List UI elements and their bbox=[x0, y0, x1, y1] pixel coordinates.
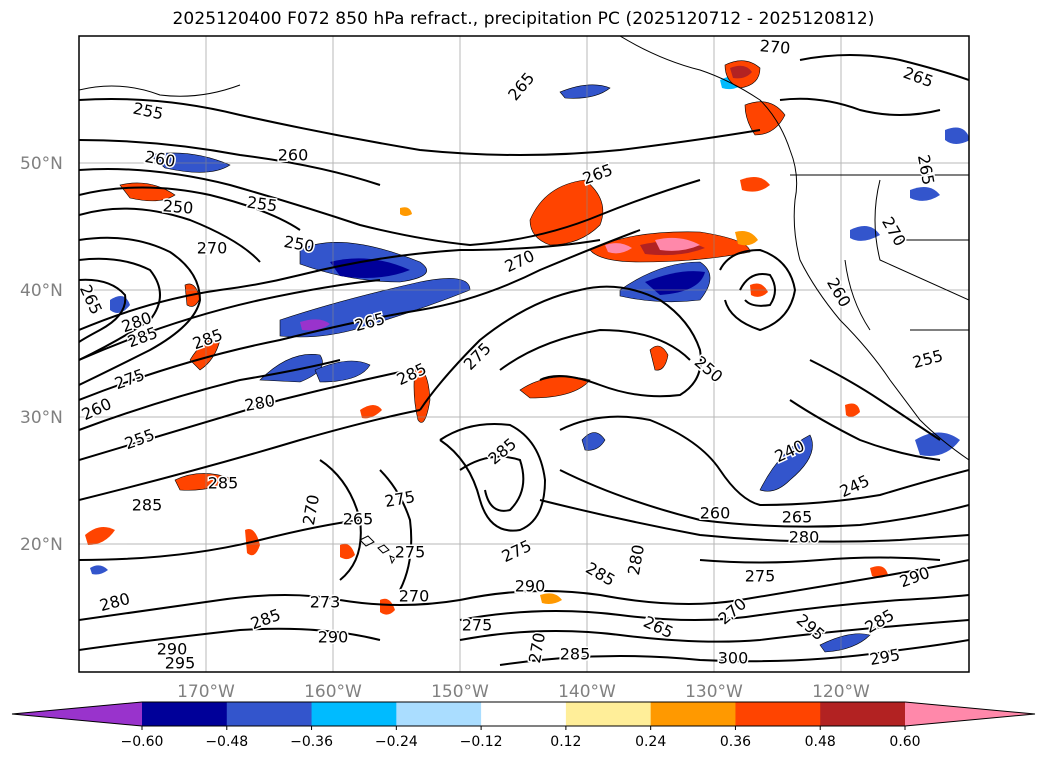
contour-label: 265 bbox=[343, 510, 374, 529]
colorbar-segment bbox=[650, 702, 736, 726]
colorbar-segment bbox=[226, 702, 313, 726]
colorbar-segment bbox=[735, 702, 821, 726]
contour-label: 270 bbox=[759, 36, 791, 58]
contour-label: 285 bbox=[208, 474, 239, 493]
lat-label-20n: 20°N bbox=[20, 535, 63, 555]
colorbar-segment bbox=[142, 702, 228, 726]
lon-label-140w: 140°W bbox=[558, 682, 616, 702]
colorbar-label: 0.12 bbox=[550, 734, 581, 750]
colorbar-segment bbox=[396, 702, 482, 726]
contour-label: 290 bbox=[157, 640, 188, 659]
colorbar-segment bbox=[820, 702, 906, 726]
longitude-labels: 170°W 160°W 150°W 140°W 130°W 120°W bbox=[177, 682, 870, 702]
colorbar-label: 0.48 bbox=[805, 734, 836, 750]
contour-label: 280 bbox=[789, 528, 820, 547]
refractivity-contours bbox=[79, 54, 969, 666]
contour-label: 275 bbox=[745, 567, 776, 586]
contour-label: 273 bbox=[310, 593, 341, 612]
colorbar-segment bbox=[481, 702, 567, 726]
lat-label-40n: 40°N bbox=[20, 281, 63, 301]
lon-label-150w: 150°W bbox=[431, 682, 489, 702]
contour-label: 260 bbox=[278, 146, 309, 165]
lon-label-130w: 130°W bbox=[685, 682, 743, 702]
map-title: 2025120400 F072 850 hPa refract., precip… bbox=[172, 9, 875, 29]
graticule bbox=[79, 36, 969, 672]
colorbar-label: −0.24 bbox=[375, 734, 418, 750]
colorbar-label: −0.48 bbox=[205, 734, 248, 750]
lat-label-50n: 50°N bbox=[20, 154, 63, 174]
colorbar-segment bbox=[565, 702, 652, 726]
contour-label: 295 bbox=[165, 654, 196, 673]
contour-label: 290 bbox=[515, 577, 546, 596]
contour-label: 290 bbox=[318, 628, 349, 647]
colorbar-segment bbox=[311, 702, 397, 726]
map-frame bbox=[78, 35, 970, 673]
latitude-labels: 50°N 40°N 30°N 20°N bbox=[20, 154, 63, 555]
colorbar-label: 0.24 bbox=[635, 734, 666, 750]
contour-label: 300 bbox=[718, 649, 749, 668]
colorbar-labels: −0.60 −0.48 −0.36 −0.24 −0.12 0.12 0.24 0.36 0.4… bbox=[121, 726, 921, 750]
colorbar-label: 0.36 bbox=[720, 734, 751, 750]
coastlines bbox=[79, 36, 969, 565]
contour-label: 250 bbox=[162, 196, 194, 218]
contour-label: 265 bbox=[914, 153, 938, 186]
precipitation-shading bbox=[85, 60, 969, 653]
contour-label: 275 bbox=[462, 616, 493, 635]
colorbar-label: −0.12 bbox=[460, 734, 503, 750]
colorbar-extend-low bbox=[12, 702, 142, 726]
colorbar bbox=[11, 701, 1036, 727]
colorbar-extend-high bbox=[905, 702, 1035, 726]
lon-label-170w: 170°W bbox=[177, 682, 235, 702]
lat-label-30n: 30°N bbox=[20, 408, 63, 428]
contour-label: 285 bbox=[132, 496, 163, 515]
colorbar-label: −0.60 bbox=[121, 734, 164, 750]
contour-label: 270 bbox=[399, 587, 430, 606]
contour-label: 285 bbox=[560, 645, 591, 664]
colorbar-label: 0.60 bbox=[889, 734, 920, 750]
lon-label-120w: 120°W bbox=[812, 682, 870, 702]
contour-label: 265 bbox=[782, 508, 813, 527]
colorbar-label: −0.36 bbox=[290, 734, 333, 750]
contour-label: 260 bbox=[700, 504, 731, 523]
contour-label: 275 bbox=[395, 543, 426, 562]
lon-label-160w: 160°W bbox=[304, 682, 362, 702]
contour-label: 270 bbox=[197, 239, 228, 258]
